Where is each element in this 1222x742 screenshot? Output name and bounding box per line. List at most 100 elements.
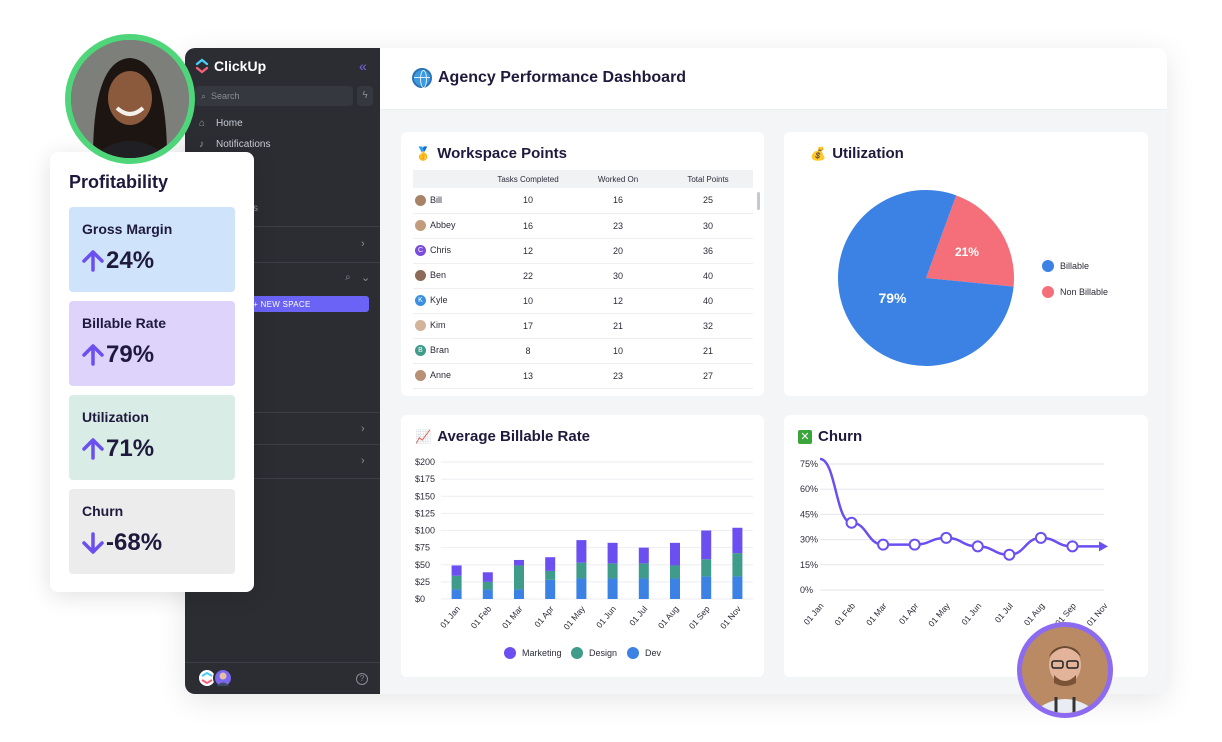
table-row[interactable]: B Bran 8 10 21 [413, 338, 753, 364]
avatar [415, 370, 426, 382]
kpi-value: 71% [82, 435, 154, 463]
bar-segment [514, 589, 524, 599]
legend-label: Dev [645, 648, 662, 658]
x-tick-label: 01 Sep [687, 604, 712, 631]
workspace-points-card: 🥇 Workspace Points Tasks Completed Worke… [401, 132, 764, 396]
card-title-text: Utilization [832, 145, 904, 162]
chevron-down-icon[interactable]: ⌄ [361, 272, 371, 284]
bar-segment [607, 563, 618, 579]
workspace-points-table: Tasks Completed Worked On Total Points B… [413, 170, 753, 389]
avatar [415, 194, 426, 206]
user-avatar[interactable] [213, 668, 233, 688]
card-title-text: Churn [818, 428, 863, 445]
bar-segment [576, 578, 587, 599]
pie-slice [838, 190, 1014, 367]
collapse-sidebar-icon[interactable]: « [359, 58, 367, 74]
search-input[interactable]: ⌕ Search [195, 86, 353, 106]
data-point [908, 538, 921, 551]
search-spaces-icon[interactable]: ⌕ [345, 272, 351, 283]
sidebar-divider [185, 262, 380, 263]
table-row[interactable]: Bill 10 16 25 [413, 188, 753, 214]
table-row[interactable]: K Kyle 10 12 40 [413, 288, 753, 314]
bar-segment [607, 542, 618, 564]
search-icon: ⌕ [201, 90, 207, 101]
chevron-right-icon[interactable]: › [361, 238, 365, 250]
sidebar-item-notifications[interactable]: ♪ Notifications [199, 139, 270, 150]
bar-segment [638, 547, 649, 564]
x-tick-label: 01 Nov [718, 603, 743, 631]
arrow-up-icon [82, 250, 104, 272]
data-point [1066, 540, 1079, 553]
quick-action-icon[interactable]: ϟ [357, 86, 373, 106]
kpi-label: Billable Rate [82, 315, 167, 331]
bar-segment [514, 565, 524, 590]
chevron-right-icon[interactable]: › [361, 455, 365, 467]
data-point [971, 540, 984, 553]
sidebar-item-fragment[interactable]: s [253, 203, 258, 214]
card-title: 📈 Average Billable Rate [415, 428, 590, 445]
utilization-card: 💰 Utilization 21% 79% Billable Non Billab… [784, 132, 1148, 396]
kpi-churn: Churn -68% [69, 489, 235, 574]
legend-item: Billable [1042, 260, 1089, 272]
kpi-label: Gross Margin [82, 221, 173, 237]
y-tick-label: $50 [415, 560, 430, 570]
member-name: Bran [430, 344, 450, 355]
help-icon[interactable]: ? [356, 673, 368, 685]
clickup-logo[interactable]: ClickUp [195, 58, 266, 74]
legend-swatch [1042, 260, 1054, 272]
bar-segment [701, 530, 712, 560]
sidebar-item-home[interactable]: ⌂ Home [199, 118, 243, 129]
user-photo-man [1017, 622, 1113, 718]
bar-segment [638, 563, 649, 579]
member-name: Ben [430, 269, 447, 280]
table-row[interactable]: Kim 17 21 32 [413, 313, 753, 339]
table-row[interactable]: C Chris 12 20 36 [413, 238, 753, 264]
avatar: B [415, 345, 426, 357]
data-point [845, 516, 858, 529]
member-name: Kim [430, 319, 446, 330]
x-tick-label: 01 Jan [801, 601, 825, 627]
legend-label: Marketing [522, 648, 562, 658]
y-tick-label: $100 [415, 526, 435, 536]
y-tick-label: 60% [800, 484, 818, 494]
data-point [1034, 531, 1047, 544]
kpi-label: Churn [82, 503, 124, 519]
total-points-cell: 40 [663, 288, 753, 314]
tasks-completed-cell: 17 [483, 313, 573, 339]
y-tick-label: 30% [800, 535, 818, 545]
cross-mark-icon: ✕ [798, 429, 812, 444]
pie-slice-label: 21% [955, 245, 979, 259]
card-title: 💰 Utilization [810, 145, 904, 162]
bar-segment [576, 540, 587, 563]
sidebar-divider [185, 444, 380, 445]
data-point [940, 531, 953, 544]
table-row[interactable]: Anne 13 23 27 [413, 363, 753, 389]
chevron-right-icon[interactable]: › [361, 423, 365, 435]
bar-segment [545, 579, 556, 599]
bar-segment [732, 527, 743, 554]
sidebar-item-label: Notifications [216, 139, 271, 150]
worked-on-cell: 21 [573, 313, 663, 339]
kpi-utilization: Utilization 71% [69, 395, 235, 480]
avatar [415, 320, 426, 332]
member-cell: Abbey [413, 213, 483, 239]
column-header [413, 170, 483, 188]
member-name: Abbey [430, 219, 456, 230]
member-cell: Ben [413, 263, 483, 289]
bar-segment [482, 589, 493, 599]
table-row[interactable]: Abbey 16 23 30 [413, 213, 753, 239]
kpi-value: 79% [82, 341, 154, 369]
total-points-cell: 30 [663, 213, 753, 239]
table-scrollbar[interactable] [757, 192, 760, 210]
churn-line [819, 457, 1104, 556]
table-row[interactable]: Ben 22 30 40 [413, 263, 753, 289]
y-tick-label: 0% [800, 585, 813, 595]
dashboard-header: Agency Performance Dashboard [380, 48, 1167, 110]
legend-label: Billable [1060, 261, 1090, 271]
medal-icon: 🥇 [415, 145, 432, 161]
x-tick-label: 01 Jul [627, 604, 649, 628]
x-tick-label: 01 Nov [1085, 600, 1110, 628]
tasks-completed-cell: 10 [483, 188, 573, 214]
new-space-button[interactable]: + NEW SPACE [243, 296, 369, 312]
bar-segment [576, 562, 587, 579]
